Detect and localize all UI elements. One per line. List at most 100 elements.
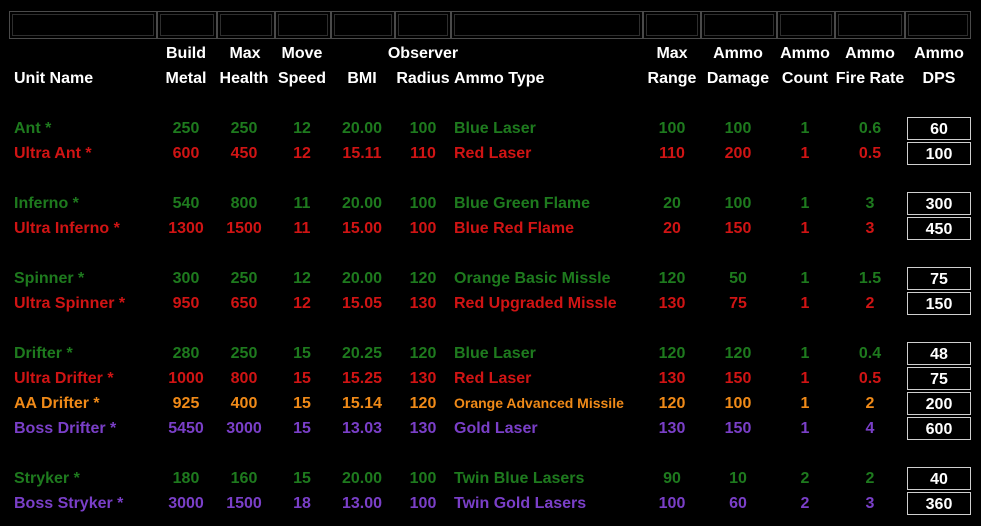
cell-damage: 100 <box>724 395 752 412</box>
cell-damage: 100 <box>724 120 752 137</box>
cell-damage: 100 <box>724 195 752 212</box>
header-dps: DPS <box>922 70 956 87</box>
cell-speed: 11 <box>293 195 311 212</box>
cell-bmi: 13.03 <box>341 420 383 437</box>
header-bmi: BMI <box>347 70 377 87</box>
cell-radius: 100 <box>409 495 437 512</box>
top-cell <box>643 11 701 39</box>
cell-ammo: Blue Laser <box>454 345 536 362</box>
header-observer: Observer <box>387 45 459 62</box>
table-row: Ultra Spinner * 950 650 12 15.05 130 Red Upgra… <box>0 291 981 316</box>
header-ammo-type: Ammo Type <box>454 70 545 87</box>
cell-health: 160 <box>230 470 258 487</box>
cell-rate: 0.5 <box>858 145 882 162</box>
top-cell <box>275 11 331 39</box>
cell-health: 800 <box>230 370 258 387</box>
top-cell <box>701 11 777 39</box>
header-move: Move <box>281 45 323 62</box>
cell-range: 120 <box>658 270 686 287</box>
table-row: Stryker * 180 160 15 20.00 100 Twin Blue Laser… <box>0 466 981 491</box>
cell-ammo: Blue Green Flame <box>454 195 591 212</box>
cell-metal: 250 <box>172 120 200 137</box>
cell-bmi: 15.25 <box>341 370 383 387</box>
cell-speed: 15 <box>293 395 311 412</box>
header-health: Health <box>219 70 269 87</box>
header-range: Range <box>647 70 697 87</box>
cell-rate: 0.5 <box>858 370 882 387</box>
cell-bmi: 15.11 <box>342 145 382 162</box>
cell-speed: 15 <box>293 370 311 387</box>
cell-damage: 150 <box>724 370 752 387</box>
cell-count: 2 <box>800 470 810 487</box>
top-cell <box>835 11 905 39</box>
dps-box: 150 <box>907 292 971 315</box>
cell-count: 1 <box>800 195 810 212</box>
cell-damage: 60 <box>729 495 747 512</box>
cell-speed: 15 <box>293 420 311 437</box>
cell-health: 250 <box>230 120 258 137</box>
header-max-2: Max <box>656 45 688 62</box>
cell-rate: 0.4 <box>858 345 882 362</box>
header-build: Build <box>166 45 206 62</box>
cell-health: 400 <box>230 395 258 412</box>
cell-metal: 300 <box>172 270 200 287</box>
cell-health: 250 <box>230 345 258 362</box>
cell-range: 20 <box>663 220 681 237</box>
cell-rate: 3 <box>865 195 875 212</box>
table-row: Boss Stryker * 3000 1500 18 13.00 100 Twin Gol… <box>0 491 981 516</box>
header-ammo-2: Ammo <box>780 45 830 62</box>
cell-radius: 100 <box>409 120 437 137</box>
cell-rate: 2 <box>865 470 875 487</box>
cell-health: 800 <box>230 195 258 212</box>
cell-metal: 180 <box>172 470 200 487</box>
table-row: Ultra Inferno * 1300 1500 11 15.00 100 Blue Re… <box>0 216 981 241</box>
cell-range: 90 <box>663 470 681 487</box>
header-unit-name: Unit Name <box>14 70 94 87</box>
cell-damage: 10 <box>729 470 747 487</box>
cell-health: 650 <box>230 295 258 312</box>
top-cell <box>9 11 157 39</box>
cell-damage: 50 <box>729 270 747 287</box>
cell-rate: 3 <box>865 220 875 237</box>
cell-radius: 100 <box>409 470 437 487</box>
cell-bmi: 20.00 <box>341 120 383 137</box>
cell-count: 1 <box>800 345 810 362</box>
header-count: Count <box>781 70 829 87</box>
cell-name: Ultra Drifter * <box>14 370 114 387</box>
table-row: Inferno * 540 800 11 20.00 100 Blue Green Flam… <box>0 191 981 216</box>
table-row: Spinner * 300 250 12 20.00 120 Orange Basic Mi… <box>0 266 981 291</box>
cell-name: Boss Drifter * <box>14 420 117 437</box>
top-cell <box>395 11 451 39</box>
table-row: Boss Drifter * 5450 3000 15 13.03 130 Gold Las… <box>0 416 981 441</box>
cell-speed: 12 <box>293 120 311 137</box>
cell-speed: 12 <box>293 270 311 287</box>
cell-name: Ultra Inferno * <box>14 220 120 237</box>
cell-damage: 120 <box>724 345 752 362</box>
top-header-bar <box>9 11 971 39</box>
cell-count: 1 <box>800 295 810 312</box>
cell-bmi: 13.00 <box>341 495 383 512</box>
cell-name: Boss Stryker * <box>14 495 124 512</box>
cell-speed: 15 <box>293 345 311 362</box>
top-cell <box>905 11 971 39</box>
header-ammo-3: Ammo <box>845 45 895 62</box>
cell-radius: 110 <box>410 145 436 162</box>
cell-count: 1 <box>800 395 810 412</box>
cell-metal: 5450 <box>168 420 204 437</box>
cell-health: 450 <box>230 145 258 162</box>
cell-radius: 130 <box>409 370 437 387</box>
cell-rate: 4 <box>865 420 875 437</box>
cell-count: 1 <box>800 270 810 287</box>
cell-range: 100 <box>658 495 686 512</box>
header-ammo-1: Ammo <box>713 45 763 62</box>
cell-bmi: 20.00 <box>341 270 383 287</box>
top-cell <box>777 11 835 39</box>
cell-health: 1500 <box>226 495 262 512</box>
cell-rate: 3 <box>865 495 875 512</box>
dps-box: 600 <box>907 417 971 440</box>
cell-damage: 150 <box>724 420 752 437</box>
cell-name: Stryker * <box>14 470 80 487</box>
cell-ammo: Blue Laser <box>454 120 536 137</box>
top-cell <box>451 11 643 39</box>
cell-ammo: Red Upgraded Missle <box>454 295 617 312</box>
